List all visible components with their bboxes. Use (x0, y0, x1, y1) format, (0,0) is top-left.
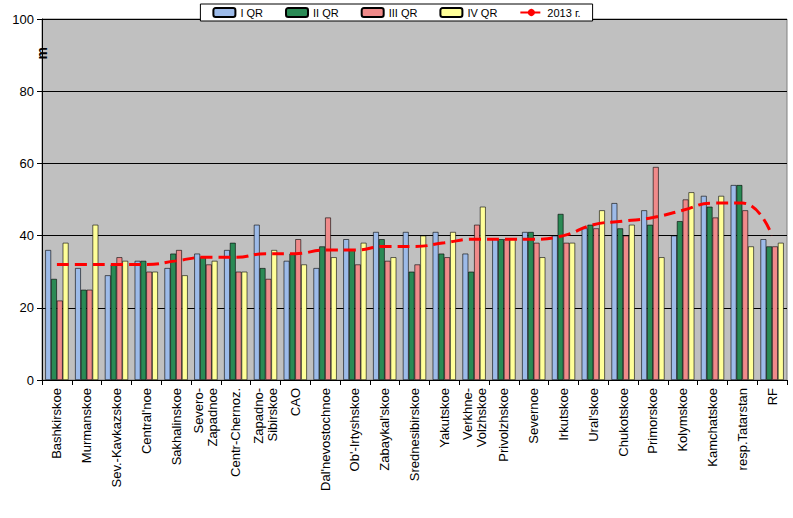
svg-text:III QR: III QR (389, 7, 418, 19)
svg-text:Primorskoe: Primorskoe (645, 388, 660, 454)
svg-text:80: 80 (20, 84, 34, 99)
svg-text:Bashkirskoe: Bashkirskoe (49, 388, 64, 459)
svg-text:Ob'-Irtyshskoe: Ob'-Irtyshskoe (347, 388, 362, 471)
svg-text:Irkutskoe: Irkutskoe (556, 388, 571, 441)
svg-text:m: m (34, 47, 50, 60)
svg-text:0: 0 (27, 373, 34, 388)
svg-text:Kamchatskoe: Kamchatskoe (705, 388, 720, 467)
svg-text:Sev.-Kavkazskoe: Sev.-Kavkazskoe (109, 388, 124, 487)
svg-text:Kolymskoe: Kolymskoe (675, 388, 690, 452)
svg-text:CAO: CAO (288, 388, 303, 416)
svg-text:Srednesibirskoe: Srednesibirskoe (407, 388, 422, 481)
svg-text:Sibirskoe: Sibirskoe (265, 388, 280, 441)
svg-text:Zabaykal'skoe: Zabaykal'skoe (377, 388, 392, 471)
svg-text:Verkhne-: Verkhne- (460, 388, 475, 440)
svg-text:I QR: I QR (240, 7, 263, 19)
svg-text:Zapadnoe: Zapadnoe (205, 388, 220, 447)
svg-text:Yakutskoe: Yakutskoe (437, 388, 452, 448)
svg-text:Severo-: Severo- (191, 388, 206, 434)
svg-text:resp.Tatarstan: resp.Tatarstan (735, 388, 750, 470)
svg-text:100: 100 (12, 12, 34, 27)
svg-text:2013 г.: 2013 г. (547, 7, 580, 19)
svg-text:II QR: II QR (313, 7, 339, 19)
svg-text:Dal'nevostochnoe: Dal'nevostochnoe (318, 388, 333, 491)
svg-text:RF: RF (765, 388, 780, 405)
svg-text:Central'noe: Central'noe (139, 388, 154, 454)
svg-text:Ural'skoe: Ural'skoe (586, 388, 601, 442)
svg-text:Severnoe: Severnoe (526, 388, 541, 444)
svg-text:60: 60 (20, 156, 34, 171)
svg-text:Sakhalinskoe: Sakhalinskoe (169, 388, 184, 465)
svg-text:IV QR: IV QR (467, 7, 497, 19)
svg-text:40: 40 (20, 228, 34, 243)
svg-text:Centr-Chernoz.: Centr-Chernoz. (228, 388, 243, 477)
svg-text:Privolzhskoe: Privolzhskoe (496, 388, 511, 462)
svg-text:Volzhskoe: Volzhskoe (474, 388, 489, 447)
svg-text:20: 20 (20, 300, 34, 315)
svg-text:Chukotskoe: Chukotskoe (616, 388, 631, 457)
svg-text:Zapadno-: Zapadno- (251, 388, 266, 444)
svg-text:Murmanskoe: Murmanskoe (79, 388, 94, 463)
